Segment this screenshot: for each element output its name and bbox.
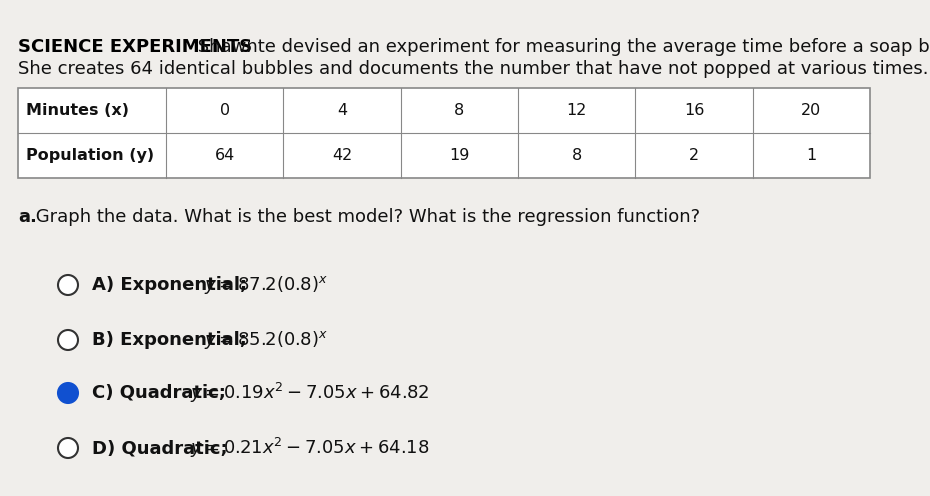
Text: a.: a. <box>18 208 37 226</box>
Text: B) Exponential;: B) Exponential; <box>92 331 253 349</box>
Text: 8: 8 <box>454 103 464 118</box>
Text: $y = 85.2(0.8)^x$: $y = 85.2(0.8)^x$ <box>204 329 328 351</box>
Text: Graph the data. What is the best model? What is the regression function?: Graph the data. What is the best model? … <box>30 208 700 226</box>
Text: D) Quadratic;: D) Quadratic; <box>92 439 233 457</box>
FancyBboxPatch shape <box>18 88 870 178</box>
Text: 1: 1 <box>806 148 817 163</box>
Text: C) Quadratic;: C) Quadratic; <box>92 384 232 402</box>
Text: 16: 16 <box>684 103 704 118</box>
Text: Minutes (x): Minutes (x) <box>26 103 129 118</box>
Text: $y = 87.2(0.8)^x$: $y = 87.2(0.8)^x$ <box>204 274 328 296</box>
Circle shape <box>58 330 78 350</box>
Text: 8: 8 <box>572 148 582 163</box>
Text: 4: 4 <box>337 103 347 118</box>
Text: 0: 0 <box>219 103 230 118</box>
Text: $y = 0.21x^2 - 7.05x + 64.18$: $y = 0.21x^2 - 7.05x + 64.18$ <box>190 436 430 460</box>
Text: She creates 64 identical bubbles and documents the number that have not popped a: She creates 64 identical bubbles and doc… <box>18 60 928 78</box>
Text: A) Exponential;: A) Exponential; <box>92 276 253 294</box>
Text: 64: 64 <box>215 148 234 163</box>
Text: 12: 12 <box>566 103 587 118</box>
Text: 2: 2 <box>689 148 699 163</box>
Text: Shawnte devised an experiment for measuring the average time before a soap bubbl: Shawnte devised an experiment for measur… <box>192 38 930 56</box>
Text: SCIENCE EXPERIMENTS: SCIENCE EXPERIMENTS <box>18 38 252 56</box>
Text: 42: 42 <box>332 148 352 163</box>
Circle shape <box>58 383 78 403</box>
Text: 20: 20 <box>802 103 821 118</box>
Text: $y = 0.19x^2 - 7.05x + 64.82$: $y = 0.19x^2 - 7.05x + 64.82$ <box>190 381 430 405</box>
Circle shape <box>58 438 78 458</box>
Text: Population (y): Population (y) <box>26 148 154 163</box>
Text: 19: 19 <box>449 148 470 163</box>
Circle shape <box>58 275 78 295</box>
